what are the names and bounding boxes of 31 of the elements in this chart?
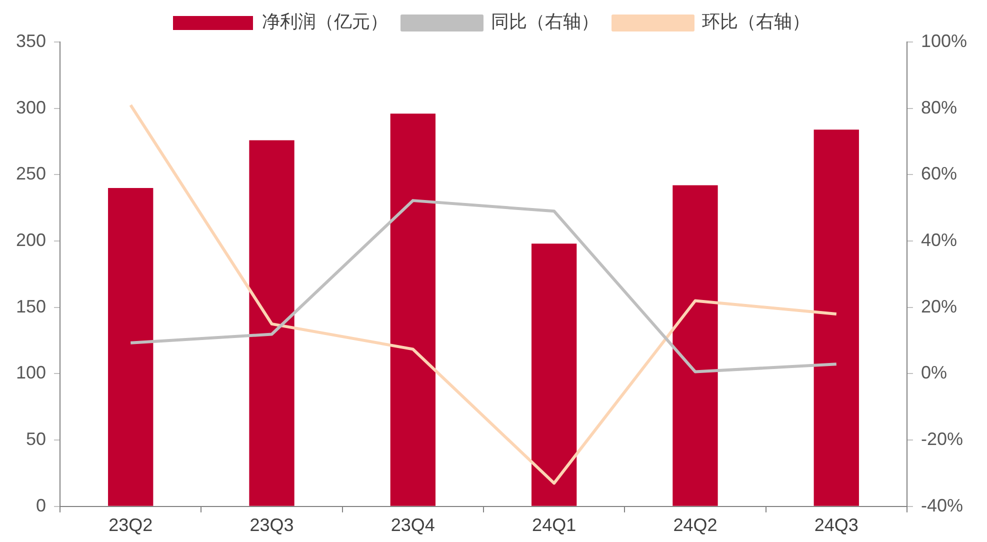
y2-tick-label: -40% — [920, 495, 963, 516]
x-tick-label: 24Q3 — [814, 515, 858, 536]
y2-tick-label: 0% — [920, 362, 947, 383]
bar — [249, 140, 294, 506]
y-tick-label: 300 — [16, 97, 46, 118]
x-tick-label: 23Q4 — [390, 515, 435, 536]
x-tick-label: 24Q2 — [673, 515, 718, 536]
x-tick-label: 23Q3 — [250, 515, 294, 536]
bar — [672, 185, 718, 506]
x-tick-label: 23Q2 — [108, 515, 153, 536]
y2-tick-label: 20% — [920, 296, 957, 316]
y-tick-label: 250 — [16, 164, 46, 184]
x-tick-label: 24Q1 — [532, 515, 576, 536]
y-tick-label: 50 — [26, 429, 46, 450]
bar — [531, 244, 577, 506]
legend-label: 环比（右轴） — [702, 12, 810, 33]
y2-tick-label: 100% — [920, 30, 968, 51]
y-tick-label: 200 — [16, 230, 46, 250]
y2-tick-label: 60% — [920, 164, 957, 184]
y-tick-label: 150 — [16, 296, 46, 316]
y2-tick-label: -20% — [920, 429, 963, 450]
bar — [390, 114, 436, 506]
legend-label: 同比（右轴） — [491, 12, 599, 33]
legend-label: 净利润（亿元） — [262, 12, 388, 33]
bar — [108, 188, 154, 506]
y2-tick-label: 40% — [920, 230, 957, 250]
y-tick-label: 0 — [36, 495, 46, 516]
y-tick-label: 100 — [16, 362, 46, 383]
y-tick-label: 350 — [16, 30, 46, 51]
bar — [814, 130, 859, 506]
y2-tick-label: 80% — [920, 97, 957, 118]
